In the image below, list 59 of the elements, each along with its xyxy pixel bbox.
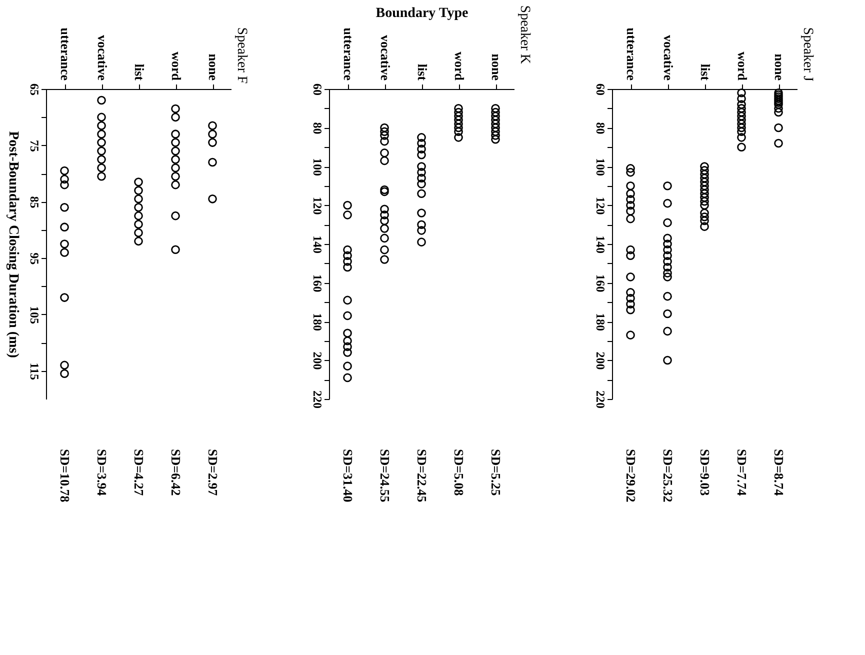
- x-tick-label: vocative: [661, 35, 676, 81]
- y-tick-label: 100: [310, 158, 324, 176]
- x-tick-label: utterance: [341, 28, 356, 81]
- y-tick-label: 120: [594, 196, 608, 215]
- text: SD=25.32: [660, 449, 676, 502]
- y-tick-label: 180: [310, 313, 324, 331]
- y-tick-label: 120: [310, 196, 324, 215]
- y-tick-label: 220: [594, 390, 608, 408]
- text: SD=2.97: [206, 449, 220, 496]
- text: SD=9.03: [698, 449, 712, 496]
- y-tick-label: 140: [310, 236, 324, 254]
- y-tick-label: 105: [28, 306, 42, 324]
- x-tick-label: word: [735, 52, 750, 82]
- y-tick-label: 140: [594, 236, 608, 254]
- x-tick-label: word: [452, 52, 467, 82]
- x-tick-label: vocative: [95, 35, 110, 81]
- y-tick-label: 180: [594, 313, 608, 331]
- x-tick-label: utterance: [624, 28, 639, 81]
- y-tick-label: 200: [594, 352, 608, 370]
- text: SD=10.78: [58, 449, 72, 503]
- x-tick-label: vocative: [378, 35, 393, 81]
- x-tick-label: utterance: [58, 28, 73, 81]
- x-axis-title: Boundary Type: [376, 6, 468, 21]
- y-tick-label: 75: [28, 140, 42, 152]
- y-tick-label: 95: [28, 252, 42, 265]
- text: SD=4.27: [132, 449, 146, 496]
- y-tick-label: 160: [594, 274, 608, 292]
- text: SD=5.08: [452, 449, 466, 496]
- y-tick-label: 85: [28, 196, 42, 208]
- y-tick-label: 60: [594, 84, 608, 96]
- x-tick-label: list: [132, 64, 147, 82]
- text: SD=29.02: [624, 449, 638, 502]
- x-tick-label: none: [206, 54, 221, 81]
- x-tick-label: none: [489, 54, 504, 81]
- text: SD=31.40: [340, 449, 356, 502]
- y-tick-label: 65: [28, 84, 42, 96]
- text: SD=5.25: [488, 449, 504, 496]
- y-tick-label: 220: [310, 390, 324, 408]
- text: SD=8.74: [772, 449, 786, 496]
- y-tick-label: 80: [594, 122, 608, 134]
- chart-title: Speaker F: [234, 27, 249, 84]
- y-tick-label: 160: [310, 274, 324, 292]
- x-tick-label: word: [169, 52, 184, 82]
- y-axis-title: Post-Boundary Closing Duration (ms): [6, 131, 20, 358]
- text: SD=6.42: [168, 449, 184, 496]
- y-tick-label: 115: [28, 362, 42, 380]
- y-tick-label: 200: [310, 352, 324, 370]
- chart-title: Speaker K: [517, 5, 532, 64]
- text: SD=24.55: [378, 449, 392, 503]
- x-tick-label: none: [772, 54, 787, 81]
- text: SD=3.94: [94, 449, 110, 496]
- text: SD=7.74: [734, 449, 750, 496]
- text: SD=22.45: [414, 449, 430, 503]
- y-tick-label: 100: [594, 158, 608, 176]
- x-tick-label: list: [698, 64, 713, 82]
- y-tick-label: 60: [310, 84, 324, 96]
- chart-title: Speaker J: [800, 27, 815, 82]
- y-tick-label: 80: [310, 122, 324, 134]
- x-tick-label: list: [415, 64, 430, 82]
